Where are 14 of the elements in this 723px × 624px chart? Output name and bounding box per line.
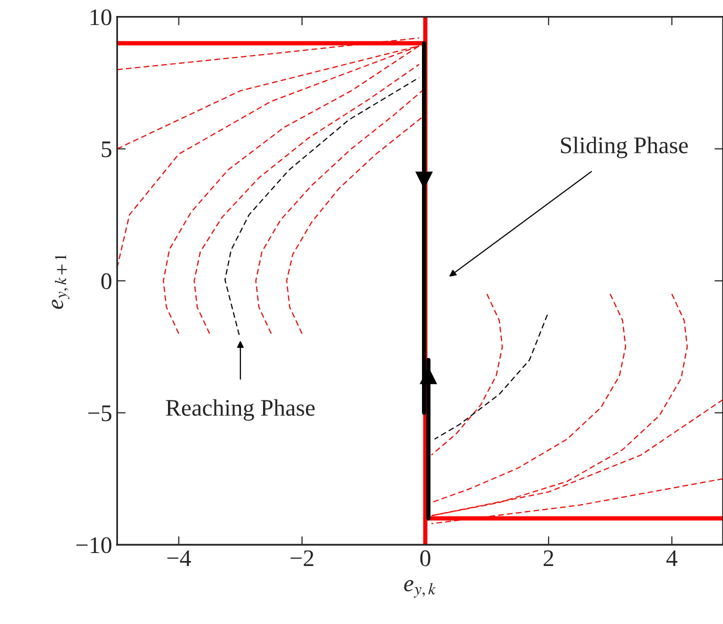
x-tick-label: −2 xyxy=(290,550,314,566)
y-tick-label: 0 xyxy=(101,273,112,290)
x-tick-label: 4 xyxy=(666,550,678,566)
y-tick-label: 10 xyxy=(90,9,112,26)
x-tick-label: −4 xyxy=(167,550,191,566)
y-tick-label: −5 xyxy=(88,406,112,422)
y-axis-title: e$_{y,k+1}$ xyxy=(52,254,70,309)
x-tick-label: 2 xyxy=(544,550,554,566)
y-tick-label: 5 xyxy=(102,142,112,158)
y-tick-label: −10 xyxy=(76,537,112,554)
annotation: Sliding Phase xyxy=(561,136,688,158)
x-tick-label: 0 xyxy=(420,550,430,566)
annotation: Reaching Phase xyxy=(166,399,315,421)
x-axis-title: e$_{y,k}$ xyxy=(404,580,436,598)
